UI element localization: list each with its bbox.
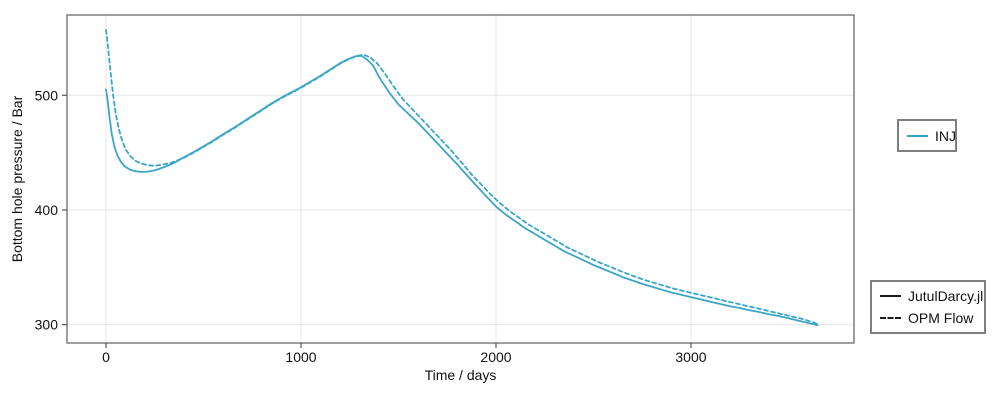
legend-entry-inj: INJ: [899, 125, 956, 147]
x-axis-title: Time / days: [424, 367, 497, 383]
y-axis-title: Bottom hole pressure / Bar: [9, 95, 25, 263]
legend-wells: INJ: [897, 119, 957, 152]
x-tick-label: 1000: [285, 349, 316, 365]
x-tick-label: 0: [102, 349, 110, 365]
legend-label-inj: INJ: [935, 127, 956, 144]
legend-entry-opmflow: OPM Flow: [872, 307, 984, 329]
y-tick-label: 500: [35, 87, 59, 103]
y-tick-label: 300: [35, 317, 59, 333]
series-line-opm-flow: [105, 29, 819, 325]
legend-label-jutuldarcy: JutulDarcy.jl: [908, 288, 984, 304]
x-tick-label: 3000: [675, 349, 706, 365]
legend-entry-jutuldarcy: JutulDarcy.jl: [872, 285, 984, 307]
x-tick-label: 2000: [480, 349, 511, 365]
jutuldarcy-line-sample-icon: [880, 295, 901, 297]
legend-label-opmflow: OPM Flow: [908, 310, 974, 326]
y-tick-label: 400: [35, 202, 59, 218]
series-line-jutuldarcy-jl: [105, 54, 819, 327]
opmflow-line-sample-icon: [880, 317, 901, 319]
legend-simulators: JutulDarcy.jl OPM Flow: [870, 280, 986, 334]
inj-line-sample-icon: [907, 134, 928, 137]
plot-frame: [66, 14, 855, 344]
